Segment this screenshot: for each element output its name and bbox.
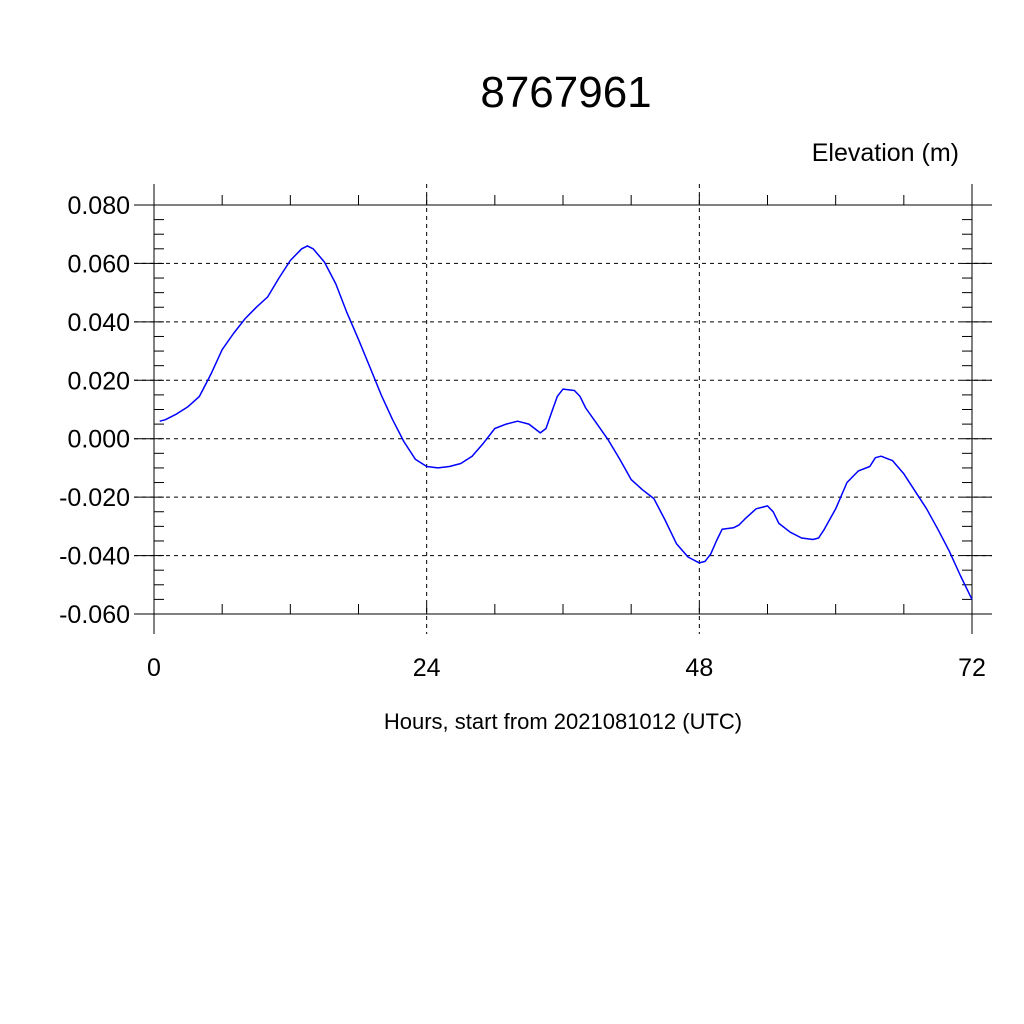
plot-frame <box>153 204 973 615</box>
y-tick-label: 0.000 <box>67 426 130 454</box>
axis-ticks <box>134 195 992 615</box>
x-axis-label: Hours, start from 2021081012 (UTC) <box>384 709 742 734</box>
grid-lines <box>134 184 992 634</box>
plot-border <box>153 204 973 615</box>
y-tick-label: 0.040 <box>67 309 130 337</box>
chart-title: 8767961 <box>480 68 651 117</box>
x-tick-label: 24 <box>413 654 441 682</box>
series-line <box>159 245 973 600</box>
tick-labels: -0.060 -0.040 -0.020 0.000 0.020 0.040 0.060 0.… <box>59 192 986 682</box>
x-tick-label: 72 <box>958 654 986 682</box>
y-tick-label: 0.020 <box>67 367 130 395</box>
x-tick-label: 48 <box>685 654 713 682</box>
y-tick-label: -0.040 <box>59 543 130 571</box>
y-tick-label: 0.080 <box>67 192 130 220</box>
y-axis-label: Elevation (m) <box>812 139 959 167</box>
y-tick-label: -0.020 <box>59 484 130 512</box>
series-layer <box>159 245 973 600</box>
y-tick-label: -0.060 <box>59 601 130 629</box>
y-tick-label: 0.060 <box>67 250 130 278</box>
x-tick-label: 0 <box>147 654 161 682</box>
